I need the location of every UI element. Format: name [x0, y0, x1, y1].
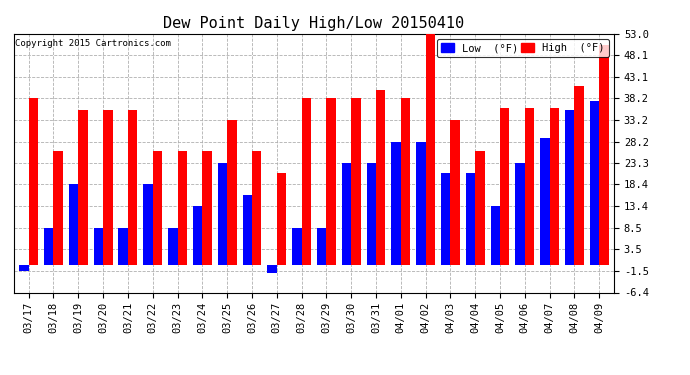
Bar	[144, 184, 152, 265]
Text: Copyright 2015 Cartronics.com: Copyright 2015 Cartronics.com	[15, 39, 171, 48]
Bar	[451, 120, 460, 265]
Bar	[401, 98, 410, 265]
Legend: Low  (°F), High  (°F): Low (°F), High (°F)	[437, 39, 609, 57]
Bar	[416, 142, 426, 265]
Bar	[426, 34, 435, 265]
Bar	[376, 90, 386, 265]
Bar	[525, 108, 534, 265]
Bar	[466, 173, 475, 265]
Bar	[267, 265, 277, 273]
Bar	[252, 152, 262, 265]
Bar	[599, 45, 609, 265]
Bar	[119, 228, 128, 265]
Bar	[540, 138, 550, 265]
Bar	[242, 195, 252, 265]
Title: Dew Point Daily High/Low 20150410: Dew Point Daily High/Low 20150410	[164, 16, 464, 31]
Bar	[44, 228, 54, 265]
Bar	[152, 152, 162, 265]
Bar	[277, 173, 286, 265]
Bar	[351, 98, 361, 265]
Bar	[574, 86, 584, 265]
Bar	[441, 173, 451, 265]
Bar	[317, 228, 326, 265]
Bar	[29, 98, 38, 265]
Bar	[78, 110, 88, 265]
Bar	[193, 206, 202, 265]
Bar	[128, 110, 137, 265]
Bar	[590, 101, 599, 265]
Bar	[168, 228, 177, 265]
Bar	[500, 108, 509, 265]
Bar	[227, 120, 237, 265]
Bar	[103, 110, 112, 265]
Bar	[54, 152, 63, 265]
Bar	[177, 152, 187, 265]
Bar	[550, 108, 559, 265]
Bar	[565, 110, 574, 265]
Bar	[202, 152, 212, 265]
Bar	[292, 228, 302, 265]
Bar	[302, 98, 311, 265]
Bar	[69, 184, 78, 265]
Bar	[366, 163, 376, 265]
Bar	[218, 163, 227, 265]
Bar	[491, 206, 500, 265]
Bar	[515, 163, 525, 265]
Bar	[326, 98, 336, 265]
Bar	[342, 163, 351, 265]
Bar	[475, 152, 484, 265]
Bar	[94, 228, 103, 265]
Bar	[19, 265, 29, 271]
Bar	[391, 142, 401, 265]
